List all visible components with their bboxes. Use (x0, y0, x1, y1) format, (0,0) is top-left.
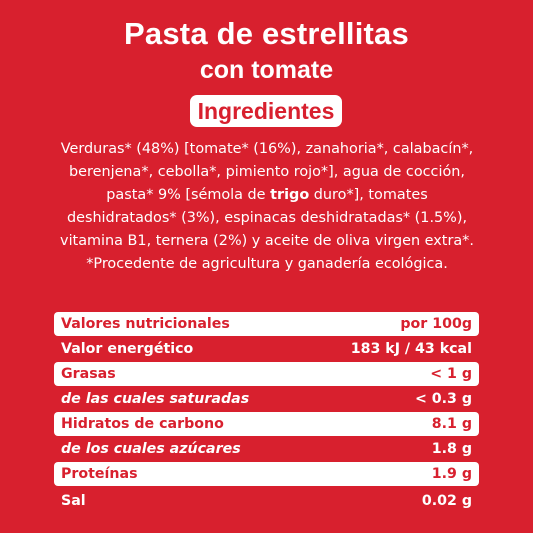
nutrition-label: Grasas (61, 366, 116, 382)
product-title: Pasta de estrellitas (124, 16, 409, 51)
ingredients-allergen: trigo (270, 187, 310, 203)
nutrition-value: < 1 g (430, 366, 472, 382)
nutrition-label: de las cuales saturadas (61, 391, 250, 407)
nutrition-row-salt: Sal 0.02 g (54, 489, 479, 513)
ingredients-heading: Ingredientes (190, 95, 342, 127)
nutrition-label: Hidratos de carbono (61, 416, 224, 432)
nutrition-row-fat: Grasas < 1 g (54, 362, 479, 386)
nutrition-value: < 0.3 g (414, 391, 472, 407)
nutrition-label: de los cuales azúcares (61, 441, 241, 457)
product-subtitle: con tomate (199, 56, 334, 84)
ingredients-text-part1: Verduras* (48%) [tomate* (16%), zanahori… (60, 141, 474, 203)
nutrition-row-protein: Proteínas 1.9 g (54, 462, 479, 486)
nutrition-value: por 100g (400, 316, 472, 332)
ingredients-text-part2: duro*], tomates deshidratados* (3%), esp… (60, 187, 474, 272)
nutrition-label: Valor energético (61, 341, 194, 357)
nutrition-label: Proteínas (61, 466, 138, 482)
nutrition-row-energy: Valor energético 183 kJ / 43 kcal (54, 337, 479, 361)
nutrition-value: 183 kJ / 43 kcal (350, 341, 472, 357)
ingredients-text: Verduras* (48%) [tomate* (16%), zanahori… (58, 138, 476, 276)
nutrition-value: 8.1 g (431, 416, 472, 432)
nutrition-value: 0.02 g (421, 493, 472, 509)
nutrition-row-sugars: de los cuales azúcares 1.8 g (54, 437, 479, 461)
nutrition-label: Sal (61, 493, 86, 509)
nutrition-header-row: Valores nutricionales por 100g (54, 312, 479, 336)
nutrition-value: 1.8 g (431, 441, 472, 457)
nutrition-row-carbs: Hidratos de carbono 8.1 g (54, 412, 479, 436)
nutrition-row-saturated: de las cuales saturadas < 0.3 g (54, 387, 479, 411)
nutrition-label: Valores nutricionales (61, 316, 230, 332)
nutrition-value: 1.9 g (431, 466, 472, 482)
